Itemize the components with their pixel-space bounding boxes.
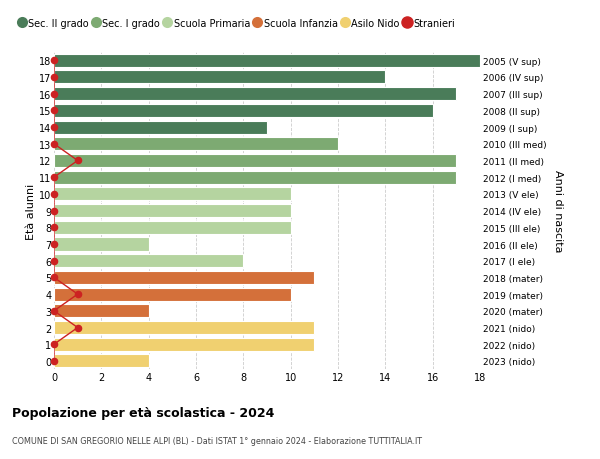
Point: [49, 74, 59, 81]
Bar: [54, 88, 457, 101]
Bar: [54, 221, 290, 234]
Bar: [54, 105, 433, 118]
Bar: [54, 121, 267, 134]
Point: [73, 291, 82, 298]
Point: [49, 274, 59, 281]
Legend: Sec. II grado, Sec. I grado, Scuola Primaria, Scuola Infanzia, Asilo Nido, Stran: Sec. II grado, Sec. I grado, Scuola Prim…: [16, 15, 459, 33]
Point: [49, 224, 59, 231]
Point: [73, 324, 82, 331]
Point: [49, 124, 59, 131]
Point: [49, 191, 59, 198]
Point: [49, 141, 59, 148]
Bar: [54, 138, 338, 151]
Bar: [54, 55, 480, 67]
Bar: [54, 171, 457, 185]
Point: [49, 341, 59, 348]
Point: [73, 157, 82, 165]
Bar: [54, 305, 149, 318]
Point: [49, 358, 59, 365]
Point: [49, 91, 59, 98]
Point: [49, 174, 59, 181]
Text: COMUNE DI SAN GREGORIO NELLE ALPI (BL) - Dati ISTAT 1° gennaio 2024 - Elaborazio: COMUNE DI SAN GREGORIO NELLE ALPI (BL) -…: [12, 436, 422, 445]
Bar: [54, 255, 244, 268]
Bar: [54, 288, 290, 301]
Bar: [54, 355, 149, 368]
Point: [49, 207, 59, 215]
Point: [49, 57, 59, 65]
Y-axis label: Età alunni: Età alunni: [26, 183, 36, 239]
Bar: [54, 321, 314, 334]
Bar: [54, 271, 314, 284]
Bar: [54, 155, 457, 168]
Point: [49, 257, 59, 265]
Y-axis label: Anni di nascita: Anni di nascita: [553, 170, 563, 252]
Text: Popolazione per età scolastica - 2024: Popolazione per età scolastica - 2024: [12, 406, 274, 419]
Bar: [54, 238, 149, 251]
Point: [49, 308, 59, 315]
Bar: [54, 188, 290, 201]
Point: [49, 107, 59, 115]
Bar: [54, 71, 385, 84]
Point: [49, 241, 59, 248]
Bar: [54, 205, 290, 218]
Bar: [54, 338, 314, 351]
